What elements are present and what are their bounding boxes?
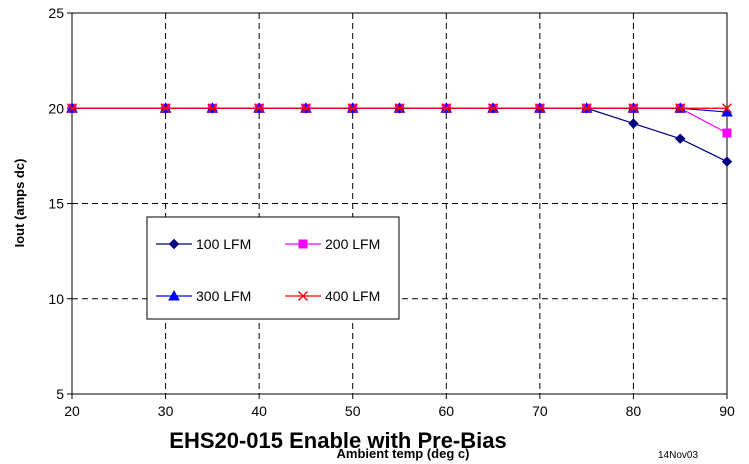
series-line [72, 107, 728, 163]
legend-entry: 100 LFM [156, 236, 251, 252]
legend-entry: 300 LFM [156, 288, 251, 304]
x-tick-label: 80 [626, 403, 642, 419]
y-tick-label: 20 [48, 100, 64, 116]
legend-marker [298, 239, 308, 249]
legend-entry: 200 LFM [285, 236, 380, 252]
data-point [488, 103, 499, 114]
series-400-lfm [67, 103, 732, 114]
data-point [722, 128, 732, 138]
x-tick-label: 50 [345, 403, 361, 419]
legend-entry: 400 LFM [285, 288, 380, 304]
data-point [581, 103, 592, 114]
y-tick-label: 5 [56, 386, 64, 402]
x-axis-title: Ambient temp (deg c) [337, 446, 470, 461]
legend-marker [298, 291, 308, 301]
data-point [721, 156, 733, 167]
y-tick-label: 10 [48, 291, 64, 307]
legend-marker [168, 289, 180, 301]
date-stamp: 14Nov03 [658, 450, 698, 461]
data-point [207, 103, 218, 114]
data-point [347, 103, 358, 114]
data-point [67, 103, 77, 114]
legend-marker [168, 238, 180, 250]
data-point [300, 103, 311, 114]
plot-area-frame [71, 12, 728, 395]
legend-label: 400 LFM [325, 288, 380, 304]
tick-labels: 5 10 15 20 25 20 30 40 50 60 70 80 90 [48, 5, 735, 419]
data-point [441, 103, 452, 114]
x-tick-label: 60 [438, 403, 454, 419]
x-tick-label: 70 [532, 403, 548, 419]
grid [72, 13, 727, 394]
y-tick-label: 15 [48, 196, 64, 212]
y-axis-title: Iout (amps dc) [12, 159, 27, 248]
data-point [160, 103, 171, 114]
data-point [722, 103, 732, 114]
data-point [254, 103, 265, 114]
legend-box [146, 216, 400, 320]
data-point [534, 103, 545, 114]
chart-title: EHS20-015 Enable with Pre-Bias [169, 428, 506, 453]
legend: 100 LFM 200 LFM 300 LFM 400 LFM [146, 216, 400, 320]
x-tick-label: 30 [158, 403, 174, 419]
y-tick-label: 25 [48, 5, 64, 21]
legend-label: 300 LFM [196, 288, 251, 304]
x-tick-label: 40 [251, 403, 267, 419]
x-tick-label: 90 [719, 403, 735, 419]
data-point [675, 133, 686, 144]
data-point [394, 103, 405, 114]
series-100-lfm [66, 103, 733, 167]
legend-label: 100 LFM [196, 236, 251, 252]
series-lines [66, 102, 733, 167]
data-point [628, 118, 639, 129]
data-point [628, 103, 639, 114]
x-tick-label: 20 [64, 403, 80, 419]
legend-label: 200 LFM [325, 236, 380, 252]
data-point [675, 103, 686, 114]
